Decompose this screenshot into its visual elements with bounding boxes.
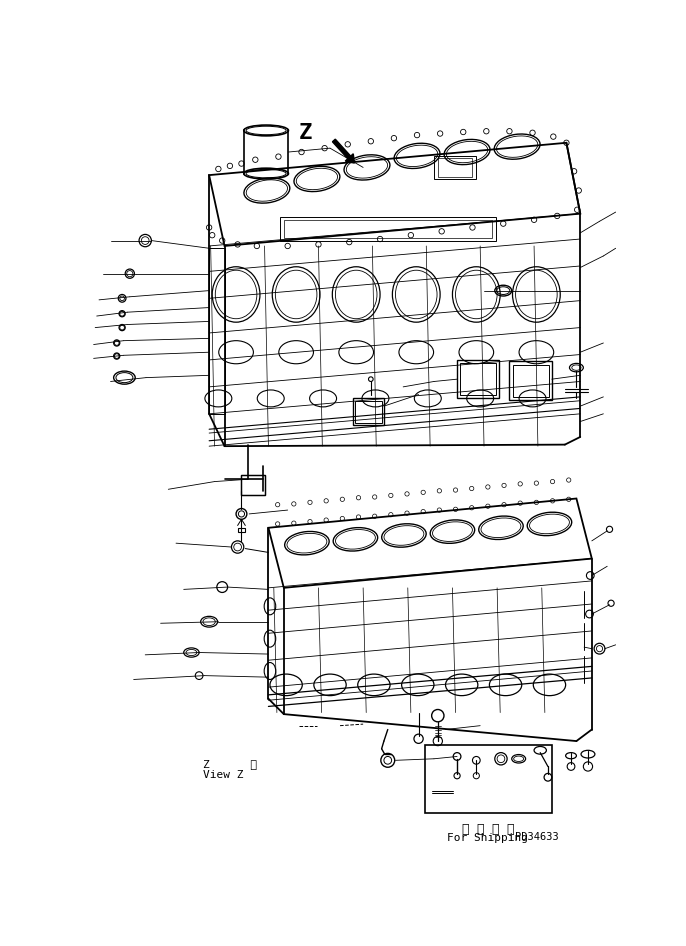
Text: PD34633: PD34633 bbox=[514, 832, 558, 842]
Bar bbox=[353, 398, 384, 426]
FancyArrow shape bbox=[333, 139, 355, 163]
Bar bbox=[510, 361, 552, 400]
Bar bbox=[438, 158, 473, 177]
Text: For Shipping: For Shipping bbox=[447, 832, 528, 843]
Bar bbox=[434, 156, 476, 179]
Text: Z      視: Z 視 bbox=[203, 759, 257, 769]
Bar bbox=[209, 248, 224, 413]
Text: Z: Z bbox=[299, 123, 313, 143]
Bar bbox=[241, 476, 265, 495]
Bar bbox=[460, 363, 497, 395]
Bar bbox=[425, 745, 552, 813]
Bar bbox=[280, 218, 495, 240]
Text: View Z: View Z bbox=[203, 769, 244, 780]
Bar bbox=[457, 359, 499, 398]
Text: 運 携 部 品: 運 携 部 品 bbox=[462, 823, 514, 835]
Bar bbox=[284, 219, 492, 238]
Bar bbox=[512, 364, 549, 397]
Bar bbox=[355, 401, 381, 423]
Bar bbox=[239, 528, 244, 533]
